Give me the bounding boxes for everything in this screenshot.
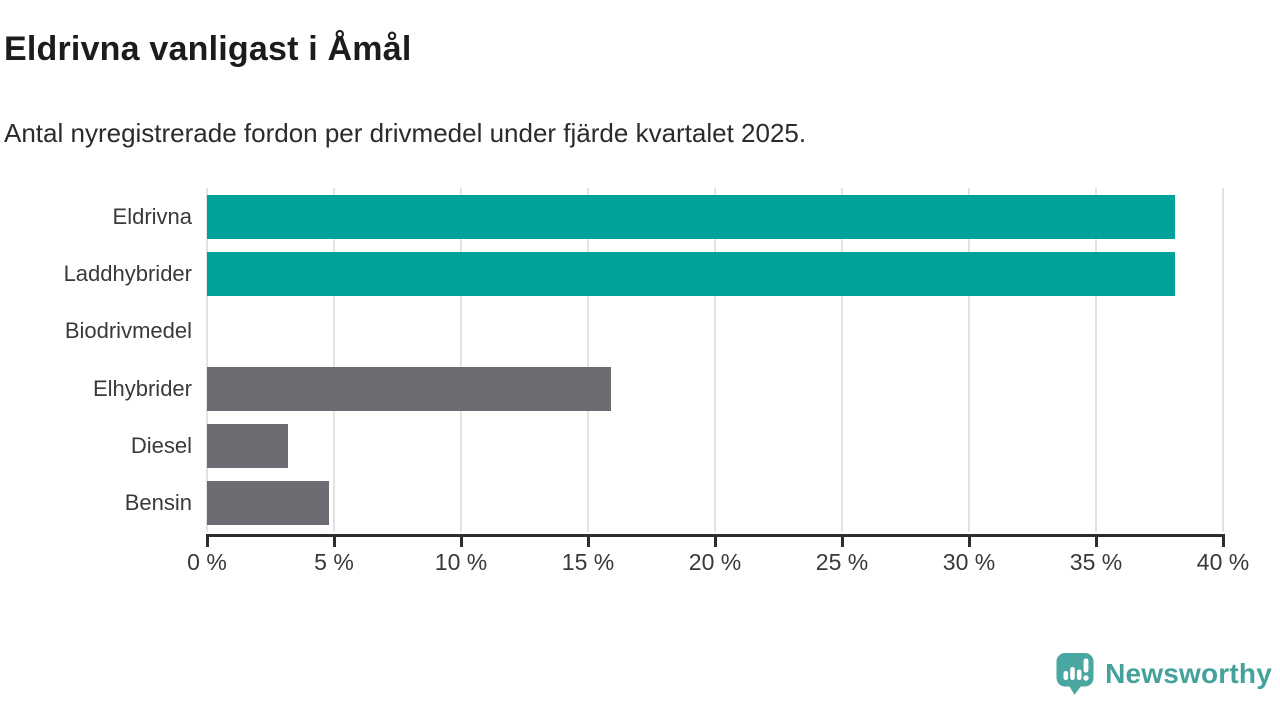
gridline xyxy=(1095,188,1097,532)
newsworthy-logo: Newsworthy xyxy=(1055,652,1272,695)
axis-tick-label: 30 % xyxy=(942,549,996,575)
axis-tick xyxy=(586,534,590,547)
newsworthy-logo-text: Newsworthy xyxy=(1105,657,1272,689)
chart-title: Eldrivna vanligast i Åmål xyxy=(4,30,412,68)
axis-tick xyxy=(840,534,844,547)
axis-tick-label: 40 % xyxy=(1196,549,1250,575)
bar-bensin xyxy=(207,481,329,526)
axis-tick xyxy=(205,534,209,547)
bar-row xyxy=(207,475,1223,532)
bar-diesel xyxy=(207,424,289,469)
gridline xyxy=(587,188,589,532)
gridline xyxy=(1222,188,1224,532)
axis-tick xyxy=(1094,534,1098,547)
bar-row xyxy=(207,417,1223,474)
axis-tick xyxy=(713,534,717,547)
axis-tick-label: 10 % xyxy=(434,549,488,575)
axis-tick-label: 0 % xyxy=(187,549,227,575)
axis-tick-label: 15 % xyxy=(561,549,615,575)
bar-row xyxy=(207,360,1223,417)
category-label: Laddhybrider xyxy=(63,260,192,286)
axis-tick-label: 20 % xyxy=(688,549,742,575)
gridline xyxy=(841,188,843,532)
category-label: Bensin xyxy=(124,490,192,516)
gridline xyxy=(714,188,716,532)
axis-tick-label: 5 % xyxy=(314,549,354,575)
axis-tick xyxy=(1221,534,1225,547)
bar-elhybrider xyxy=(207,366,611,411)
chart-subtitle: Antal nyregistrerade fordon per drivmede… xyxy=(4,118,807,148)
axis-tick xyxy=(332,534,336,547)
axis-tick xyxy=(967,534,971,547)
axis-tick-label: 25 % xyxy=(815,549,869,575)
gridline xyxy=(333,188,335,532)
bar-row xyxy=(207,245,1223,302)
gridline xyxy=(460,188,462,532)
y-axis-category-labels: Eldrivna Laddhybrider Biodrivmedel Elhybrid… xyxy=(0,188,192,532)
bar-eldrivna xyxy=(207,194,1175,239)
bar-row xyxy=(207,188,1223,245)
plot-area xyxy=(206,188,1224,532)
axis-tick-label: 35 % xyxy=(1069,549,1123,575)
gridline xyxy=(206,188,208,532)
category-label: Diesel xyxy=(130,432,192,458)
category-label: Biodrivmedel xyxy=(64,318,192,344)
category-label: Eldrivna xyxy=(112,203,192,229)
category-label: Elhybrider xyxy=(92,375,192,401)
newsworthy-logo-icon xyxy=(1056,653,1094,695)
bar-laddhybrider xyxy=(207,252,1175,297)
axis-tick xyxy=(459,534,463,547)
gridline xyxy=(968,188,970,532)
bar-row xyxy=(207,303,1223,360)
